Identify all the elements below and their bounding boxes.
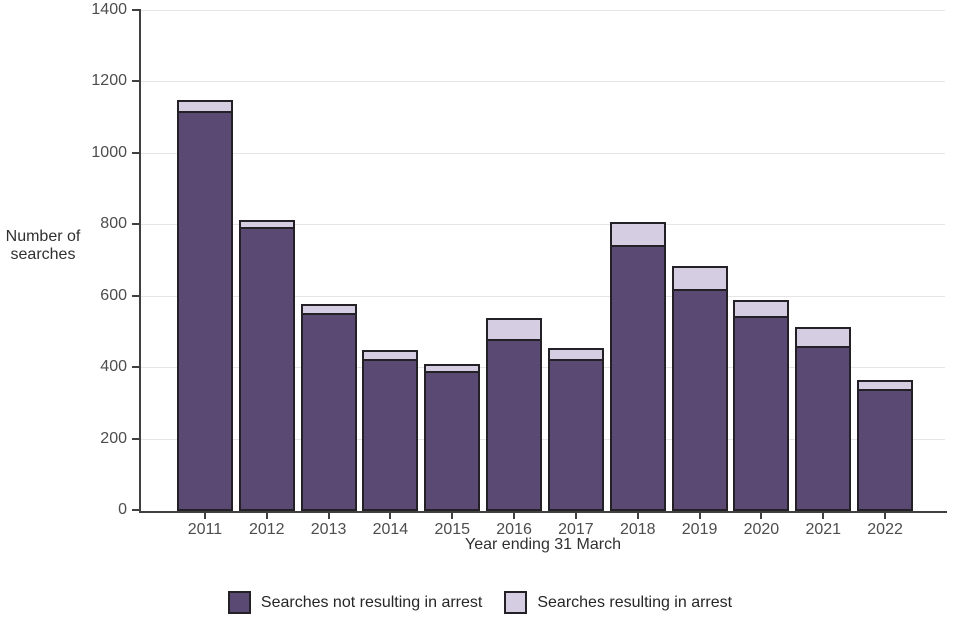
legend: Searches not resulting in arrest Searches…: [0, 591, 960, 614]
bar-segment-arrest: [609, 222, 666, 247]
y-tick-label: 600: [100, 286, 127, 304]
x-tick-label: 2016: [496, 521, 532, 538]
bar-segment-arrest: [300, 304, 357, 315]
bar-segment-no-arrest: [362, 361, 419, 511]
legend-label: Searches not resulting in arrest: [260, 593, 483, 611]
x-axis-title: Year ending 31 March: [465, 536, 621, 553]
x-tick-label: 2018: [619, 521, 656, 538]
bar-segment-no-arrest: [671, 291, 728, 511]
bar-segment-no-arrest: [857, 391, 914, 511]
gridline: [141, 81, 945, 83]
x-axis-tick: [760, 513, 763, 519]
x-axis-tick: [265, 513, 268, 519]
x-axis-line: [139, 511, 947, 513]
bar-segment-no-arrest: [733, 318, 790, 511]
bar-segment-arrest: [176, 100, 233, 113]
x-tick-label: 2021: [805, 521, 842, 538]
x-tick-label: 2011: [187, 521, 223, 538]
x-tick-label: 2022: [867, 521, 903, 538]
bar-segment-arrest: [486, 318, 543, 341]
x-tick-label: 2020: [743, 521, 780, 538]
legend-entry: Searches not resulting in arrest: [227, 591, 483, 614]
bar-2022: [857, 380, 914, 511]
x-axis-tick: [389, 513, 392, 519]
x-axis-tick: [513, 513, 516, 519]
bar-segment-no-arrest: [238, 229, 295, 511]
bar-segment-arrest: [733, 300, 790, 318]
bar-2012: [238, 220, 295, 511]
bar-2015: [424, 364, 481, 511]
x-tick-label: 2019: [681, 521, 718, 538]
y-tick-label: 200: [100, 429, 127, 447]
legend-swatch: [504, 591, 528, 614]
y-tick-label: 1200: [91, 72, 127, 90]
legend-entry: Searches resulting in arrest: [504, 591, 732, 614]
bar-segment-arrest: [857, 380, 914, 391]
bar-2014: [362, 350, 419, 511]
y-tick-label: 0: [118, 501, 127, 518]
y-tick-label: 400: [100, 358, 127, 376]
bar-segment-no-arrest: [547, 361, 604, 511]
x-axis-tick: [203, 513, 206, 519]
bar-2016: [486, 318, 543, 511]
gridline: [141, 152, 945, 154]
bar-segment-arrest: [795, 327, 852, 348]
x-tick-label: 2013: [310, 521, 347, 538]
bar-2013: [300, 304, 357, 511]
bar-segment-arrest: [671, 266, 728, 291]
bar-segment-no-arrest: [609, 247, 666, 511]
bar-segment-no-arrest: [176, 113, 233, 511]
y-axis-tick: [132, 151, 139, 154]
y-axis-tick: [132, 509, 139, 511]
x-tick-label: 2017: [558, 521, 594, 538]
bar-segment-arrest: [424, 364, 481, 373]
x-axis-tick: [884, 513, 887, 519]
gridline: [141, 10, 945, 11]
x-tick-label: 2015: [434, 521, 471, 538]
bar-segment-no-arrest: [424, 373, 481, 511]
x-axis-tick: [574, 513, 577, 519]
bar-segment-arrest: [238, 220, 295, 229]
x-axis-tick: [822, 513, 825, 519]
bar-2018: [609, 222, 666, 511]
legend-label: Searches resulting in arrest: [537, 593, 733, 611]
y-axis-tick: [132, 9, 139, 11]
gridline: [141, 438, 945, 440]
y-axis-tick: [132, 437, 139, 440]
legend-swatch: [227, 591, 251, 614]
y-axis-line: [139, 9, 141, 513]
bar-2020: [733, 300, 790, 511]
y-axis-title: Number of searches: [5, 228, 81, 263]
gridline: [141, 295, 945, 297]
x-tick-label: 2012: [248, 521, 285, 538]
y-axis-tick: [132, 366, 139, 369]
x-axis-tick: [451, 513, 454, 519]
y-tick-label: 800: [100, 215, 127, 233]
bar-segment-no-arrest: [486, 341, 543, 511]
bar-segment-arrest: [362, 350, 419, 361]
bar-2021: [795, 327, 852, 511]
x-axis-tick: [636, 513, 639, 519]
bar-segment-no-arrest: [300, 315, 357, 511]
bar-segment-no-arrest: [795, 348, 852, 511]
bar-2019: [671, 266, 728, 511]
x-axis-tick: [698, 513, 701, 519]
y-tick-label: 1000: [91, 143, 127, 161]
bar-2011: [176, 100, 233, 511]
bar-segment-arrest: [547, 348, 604, 361]
y-tick-label: 1400: [91, 1, 127, 18]
gridline: [141, 367, 945, 369]
gridline: [141, 224, 945, 226]
y-axis-tick: [132, 223, 139, 226]
bar-2017: [547, 348, 604, 511]
plot-area: [141, 10, 945, 511]
y-axis-tick: [132, 294, 139, 297]
x-tick-label: 2014: [372, 521, 409, 538]
x-axis-tick: [327, 513, 330, 519]
y-axis-tick: [132, 80, 139, 83]
